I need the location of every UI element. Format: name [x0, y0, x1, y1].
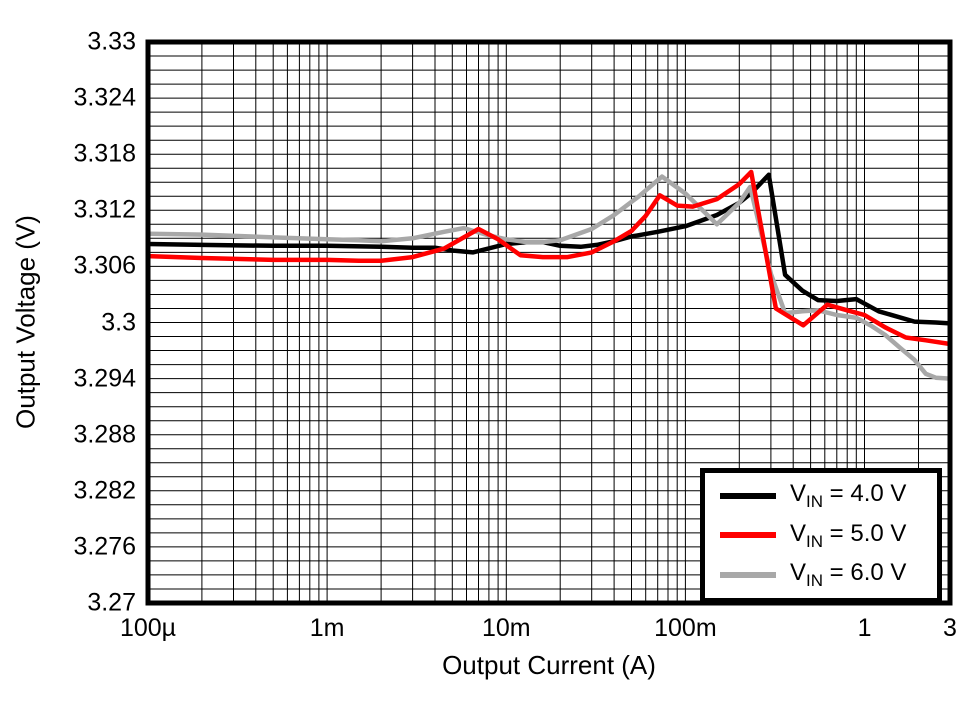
legend-label-vin-6v: VIN = 6.0 V — [790, 558, 907, 590]
y-tick-label: 3.324 — [73, 83, 136, 112]
y-tick-label: 3.288 — [73, 420, 136, 449]
legend-label-vin-5v: VIN = 5.0 V — [790, 519, 907, 551]
y-tick-label: 3.33 — [87, 27, 136, 56]
x-axis-title: Output Current (A) — [442, 650, 656, 680]
x-tick-label: 100m — [654, 614, 717, 642]
legend-entry-vin-5v: VIN = 5.0 V — [720, 520, 937, 552]
series-line-vin-5v — [145, 169, 953, 347]
series-line-vin-4v — [145, 172, 953, 326]
legend-label-vin-4v: VIN = 4.0 V — [790, 480, 907, 512]
y-tick-label: 3.294 — [73, 364, 136, 393]
x-tick-label: 100µ — [119, 614, 177, 642]
y-tick-label: 3.3 — [101, 308, 136, 336]
x-tick-label: 1m — [309, 614, 345, 642]
plot-border — [145, 39, 953, 606]
legend-swatch-vin-6v — [720, 571, 776, 578]
y-tick-label: 3.282 — [73, 476, 136, 505]
legend-swatch-vin-5v — [720, 532, 776, 539]
x-tick-label: 1 — [857, 614, 872, 642]
x-tick-label: 3 — [943, 614, 957, 642]
y-axis-title: Output Voltage (V) — [10, 215, 41, 429]
x-tick-label: 10m — [481, 614, 531, 642]
y-tick-label: 3.306 — [73, 251, 136, 280]
y-tick-label: 3.276 — [73, 532, 136, 561]
y-tick-label: 3.318 — [73, 139, 136, 168]
legend-entry-vin-4v: VIN = 4.0 V — [720, 480, 937, 512]
y-tick-label: 3.27 — [87, 588, 136, 617]
series-line-vin-6v — [145, 174, 953, 381]
legend: VIN = 4.0 V VIN = 5.0 V VIN = 6.0 V — [700, 468, 942, 603]
y-tick-label: 3.312 — [73, 195, 136, 224]
legend-swatch-vin-4v — [720, 493, 776, 500]
legend-entry-vin-6v: VIN = 6.0 V — [720, 559, 937, 591]
